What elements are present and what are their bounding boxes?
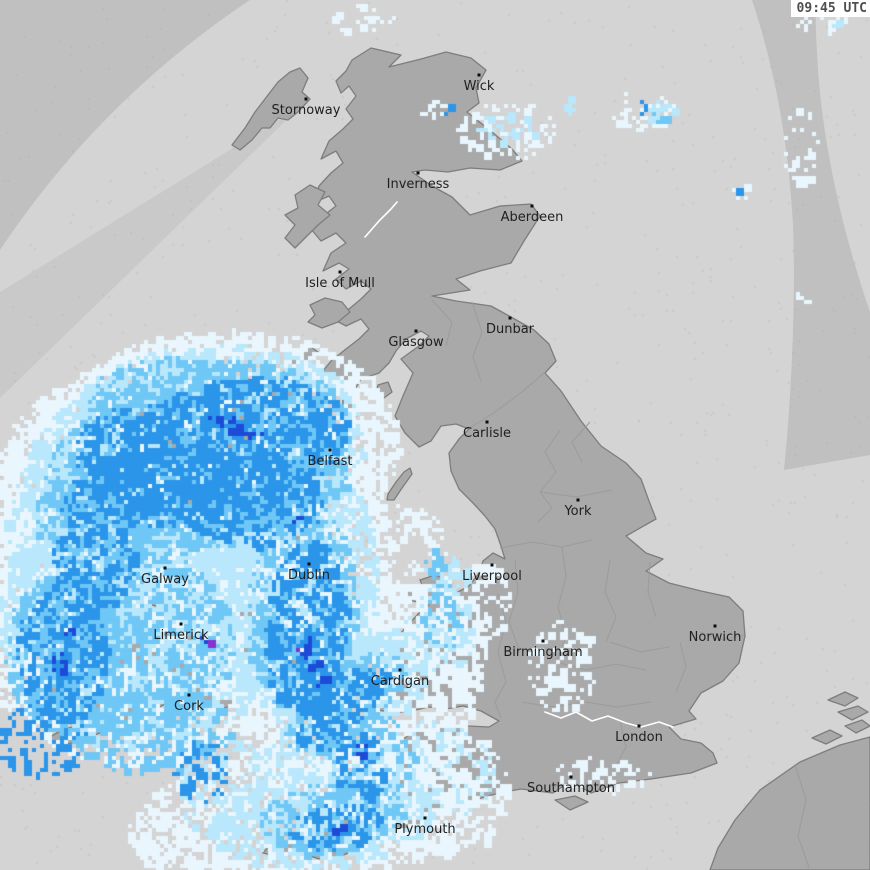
- city-dot-london: [637, 724, 641, 728]
- city-dot-dublin: [307, 562, 311, 566]
- city-label-southampton: Southampton: [527, 781, 615, 796]
- city-dot-glasgow: [414, 329, 418, 333]
- city-label-glasgow: Glasgow: [388, 335, 444, 350]
- city-label-liverpool: Liverpool: [462, 569, 522, 584]
- city-dot-isle-of-mull: [338, 270, 342, 274]
- city-label-plymouth: Plymouth: [394, 822, 455, 837]
- city-dot-liverpool: [490, 563, 494, 567]
- city-dot-dunbar: [508, 316, 512, 320]
- city-label-aberdeen: Aberdeen: [501, 210, 564, 225]
- city-dot-stornoway: [304, 97, 308, 101]
- city-label-norwich: Norwich: [689, 630, 742, 645]
- city-dot-york: [576, 498, 580, 502]
- city-dot-belfast: [328, 448, 332, 452]
- timestamp-badge: 09:45 UTC: [790, 0, 870, 17]
- city-dot-carlisle: [485, 420, 489, 424]
- city-label-carlisle: Carlisle: [463, 426, 511, 441]
- city-label-cork: Cork: [174, 699, 204, 714]
- city-dot-galway: [163, 566, 167, 570]
- city-markers-group: Stornoway Wick Inverness Aberdeen Isle of Mu…: [141, 73, 742, 837]
- city-dot-birmingham: [541, 639, 545, 643]
- city-label-belfast: Belfast: [308, 454, 353, 469]
- city-label-birmingham: Birmingham: [503, 645, 582, 660]
- city-dot-plymouth: [423, 816, 427, 820]
- city-dot-wick: [477, 73, 481, 77]
- city-label-stornoway: Stornoway: [272, 103, 341, 118]
- city-label-galway: Galway: [141, 572, 189, 587]
- city-dot-southampton: [569, 775, 573, 779]
- city-label-dunbar: Dunbar: [486, 322, 535, 337]
- city-label-london: London: [615, 730, 663, 745]
- city-label-limerick: Limerick: [153, 628, 209, 643]
- city-label-cardigan: Cardigan: [371, 674, 429, 689]
- city-dot-norwich: [713, 624, 717, 628]
- city-dot-cardigan: [398, 668, 402, 672]
- city-label-dublin: Dublin: [288, 568, 330, 583]
- city-dot-inverness: [416, 171, 420, 175]
- city-dot-aberdeen: [530, 204, 534, 208]
- city-dot-cork: [187, 693, 191, 697]
- city-label-wick: Wick: [464, 79, 495, 94]
- city-label-york: York: [563, 504, 592, 519]
- city-dot-limerick: [179, 622, 183, 626]
- city-label-isle-of-mull: Isle of Mull: [305, 276, 375, 291]
- city-label-inverness: Inverness: [387, 177, 450, 192]
